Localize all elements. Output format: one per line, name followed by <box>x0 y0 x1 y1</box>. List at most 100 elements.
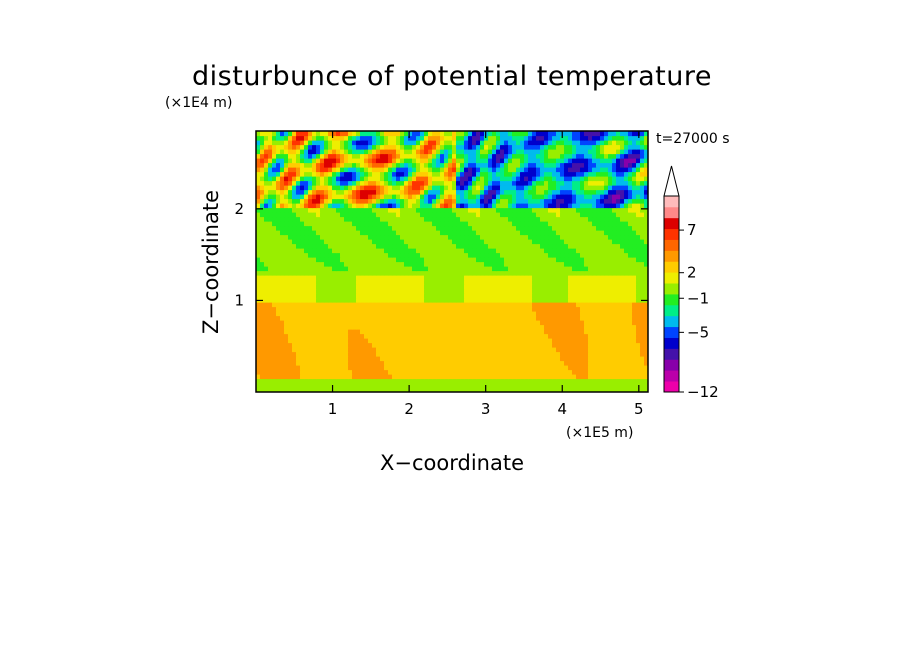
contour-cell <box>316 356 321 362</box>
contour-cell <box>412 387 417 392</box>
contour-cell <box>432 212 437 218</box>
contour-cell <box>464 320 469 326</box>
contour-cell <box>640 243 645 249</box>
contour-cell <box>388 261 393 267</box>
contour-cell <box>508 311 513 317</box>
contour-cell <box>624 306 629 312</box>
contour-cell <box>556 198 561 204</box>
contour-cell <box>632 252 637 258</box>
contour-cell <box>440 270 445 276</box>
contour-cell <box>632 378 637 384</box>
contour-cell <box>572 185 577 191</box>
contour-cell <box>476 257 481 263</box>
contour-cell <box>412 320 417 326</box>
contour-cell <box>316 302 321 308</box>
contour-cell <box>596 279 601 285</box>
contour-cell <box>380 275 385 281</box>
contour-cell <box>644 234 648 240</box>
contour-cell <box>472 194 477 200</box>
contour-cell <box>360 270 365 276</box>
contour-cell <box>308 297 313 303</box>
contour-cell <box>556 369 561 375</box>
contour-cell <box>540 351 545 357</box>
contour-cell <box>616 189 621 195</box>
contour-cell <box>408 378 413 384</box>
contour-cell <box>416 194 421 200</box>
contour-cell <box>640 347 645 353</box>
contour-cell <box>504 234 509 240</box>
contour-cell <box>576 225 581 231</box>
contour-cell <box>300 378 305 384</box>
contour-cell <box>504 225 509 231</box>
contour-cell <box>432 356 437 362</box>
contour-cell <box>520 248 525 254</box>
contour-cell <box>548 176 553 182</box>
contour-cell <box>440 351 445 357</box>
contour-cell <box>448 333 453 339</box>
contour-cell <box>320 248 325 254</box>
contour-cell <box>564 293 569 299</box>
contour-cell <box>348 288 353 294</box>
contour-cell <box>376 194 381 200</box>
contour-cell <box>264 324 269 330</box>
contour-cell <box>276 279 281 285</box>
contour-cell <box>264 311 269 317</box>
contour-cell <box>548 243 553 249</box>
contour-cell <box>536 207 541 213</box>
contour-cell <box>264 302 269 308</box>
contour-cell <box>600 252 605 258</box>
contour-cell <box>628 311 633 317</box>
contour-cell <box>452 180 457 186</box>
contour-cell <box>564 203 569 209</box>
contour-cell <box>540 279 545 285</box>
contour-cell <box>632 243 637 249</box>
contour-cell <box>316 167 321 173</box>
contour-cell <box>296 279 301 285</box>
contour-cell <box>560 342 565 348</box>
contour-cell <box>328 293 333 299</box>
contour-cell <box>284 387 289 392</box>
contour-cell <box>636 306 641 312</box>
contour-cell <box>532 351 537 357</box>
contour-cell <box>540 284 545 290</box>
contour-cell <box>576 324 581 330</box>
contour-cell <box>516 288 521 294</box>
contour-cell <box>568 374 573 380</box>
contour-cell <box>460 180 465 186</box>
contour-cell <box>328 230 333 236</box>
contour-cell <box>596 225 601 231</box>
contour-cell <box>580 297 585 303</box>
contour-cell <box>464 189 469 195</box>
contour-cell <box>628 360 633 366</box>
contour-cell <box>476 279 481 285</box>
contour-cell <box>320 185 325 191</box>
contour-cell <box>636 203 641 209</box>
contour-cell <box>572 378 577 384</box>
contour-cell <box>432 297 437 303</box>
contour-cell <box>532 261 537 267</box>
contour-cell <box>504 302 509 308</box>
contour-cell <box>444 288 449 294</box>
contour-cell <box>272 270 277 276</box>
contour-cell <box>416 297 421 303</box>
contour-cell <box>456 369 461 375</box>
contour-cell <box>348 203 353 209</box>
contour-cell <box>580 212 585 218</box>
contour-cell <box>296 162 301 168</box>
contour-cell <box>632 347 637 353</box>
contour-cell <box>336 252 341 258</box>
contour-cell <box>420 194 425 200</box>
contour-cell <box>300 234 305 240</box>
contour-cell <box>284 270 289 276</box>
contour-cell <box>296 374 301 380</box>
contour-cell <box>464 369 469 375</box>
contour-cell <box>348 365 353 371</box>
contour-cell <box>268 333 273 339</box>
contour-cell <box>324 284 329 290</box>
contour-cell <box>292 347 297 353</box>
contour-cell <box>300 383 305 389</box>
contour-cell <box>584 279 589 285</box>
contour-cell <box>292 329 297 335</box>
contour-cell <box>476 248 481 254</box>
contour-cell <box>600 266 605 272</box>
